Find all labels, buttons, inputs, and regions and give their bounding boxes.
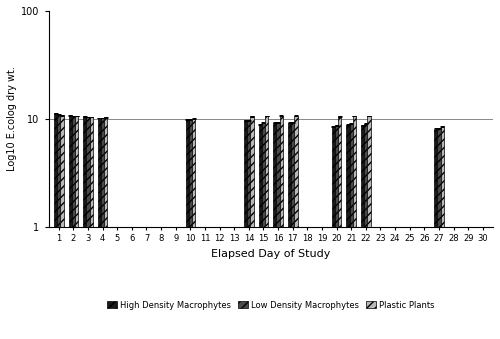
Bar bbox=[68, 115, 72, 226]
Bar bbox=[364, 124, 368, 226]
Bar bbox=[434, 129, 438, 226]
Bar bbox=[438, 128, 440, 226]
Bar bbox=[188, 119, 192, 226]
Bar bbox=[192, 119, 195, 226]
Bar bbox=[332, 126, 335, 226]
Bar bbox=[98, 118, 101, 226]
Bar bbox=[86, 117, 90, 226]
Bar bbox=[90, 117, 93, 226]
Bar bbox=[368, 116, 370, 226]
Bar bbox=[104, 117, 108, 226]
Bar bbox=[291, 122, 294, 226]
Bar bbox=[75, 116, 78, 226]
Bar bbox=[440, 126, 444, 226]
X-axis label: Elapsed Day of Study: Elapsed Day of Study bbox=[211, 249, 330, 259]
Legend: High Density Macrophytes, Low Density Macrophytes, Plastic Plants: High Density Macrophytes, Low Density Ma… bbox=[104, 297, 438, 313]
Bar bbox=[258, 124, 262, 226]
Bar bbox=[361, 125, 364, 226]
Bar bbox=[288, 123, 291, 226]
Bar bbox=[262, 122, 265, 226]
Bar bbox=[186, 119, 188, 226]
Bar bbox=[83, 117, 86, 226]
Y-axis label: Log10 E.colog dry wt.: Log10 E.colog dry wt. bbox=[7, 66, 17, 171]
Bar bbox=[346, 125, 350, 226]
Bar bbox=[101, 118, 104, 226]
Bar bbox=[244, 120, 247, 226]
Bar bbox=[265, 116, 268, 226]
Bar bbox=[276, 122, 280, 226]
Bar bbox=[247, 121, 250, 226]
Bar bbox=[280, 116, 283, 226]
Bar bbox=[335, 125, 338, 226]
Bar bbox=[274, 123, 276, 226]
Bar bbox=[353, 116, 356, 226]
Bar bbox=[250, 117, 254, 226]
Bar bbox=[350, 124, 353, 226]
Bar bbox=[72, 116, 75, 226]
Bar bbox=[54, 114, 57, 226]
Bar bbox=[60, 115, 64, 226]
Bar bbox=[338, 117, 342, 226]
Bar bbox=[57, 115, 60, 226]
Bar bbox=[294, 116, 298, 226]
